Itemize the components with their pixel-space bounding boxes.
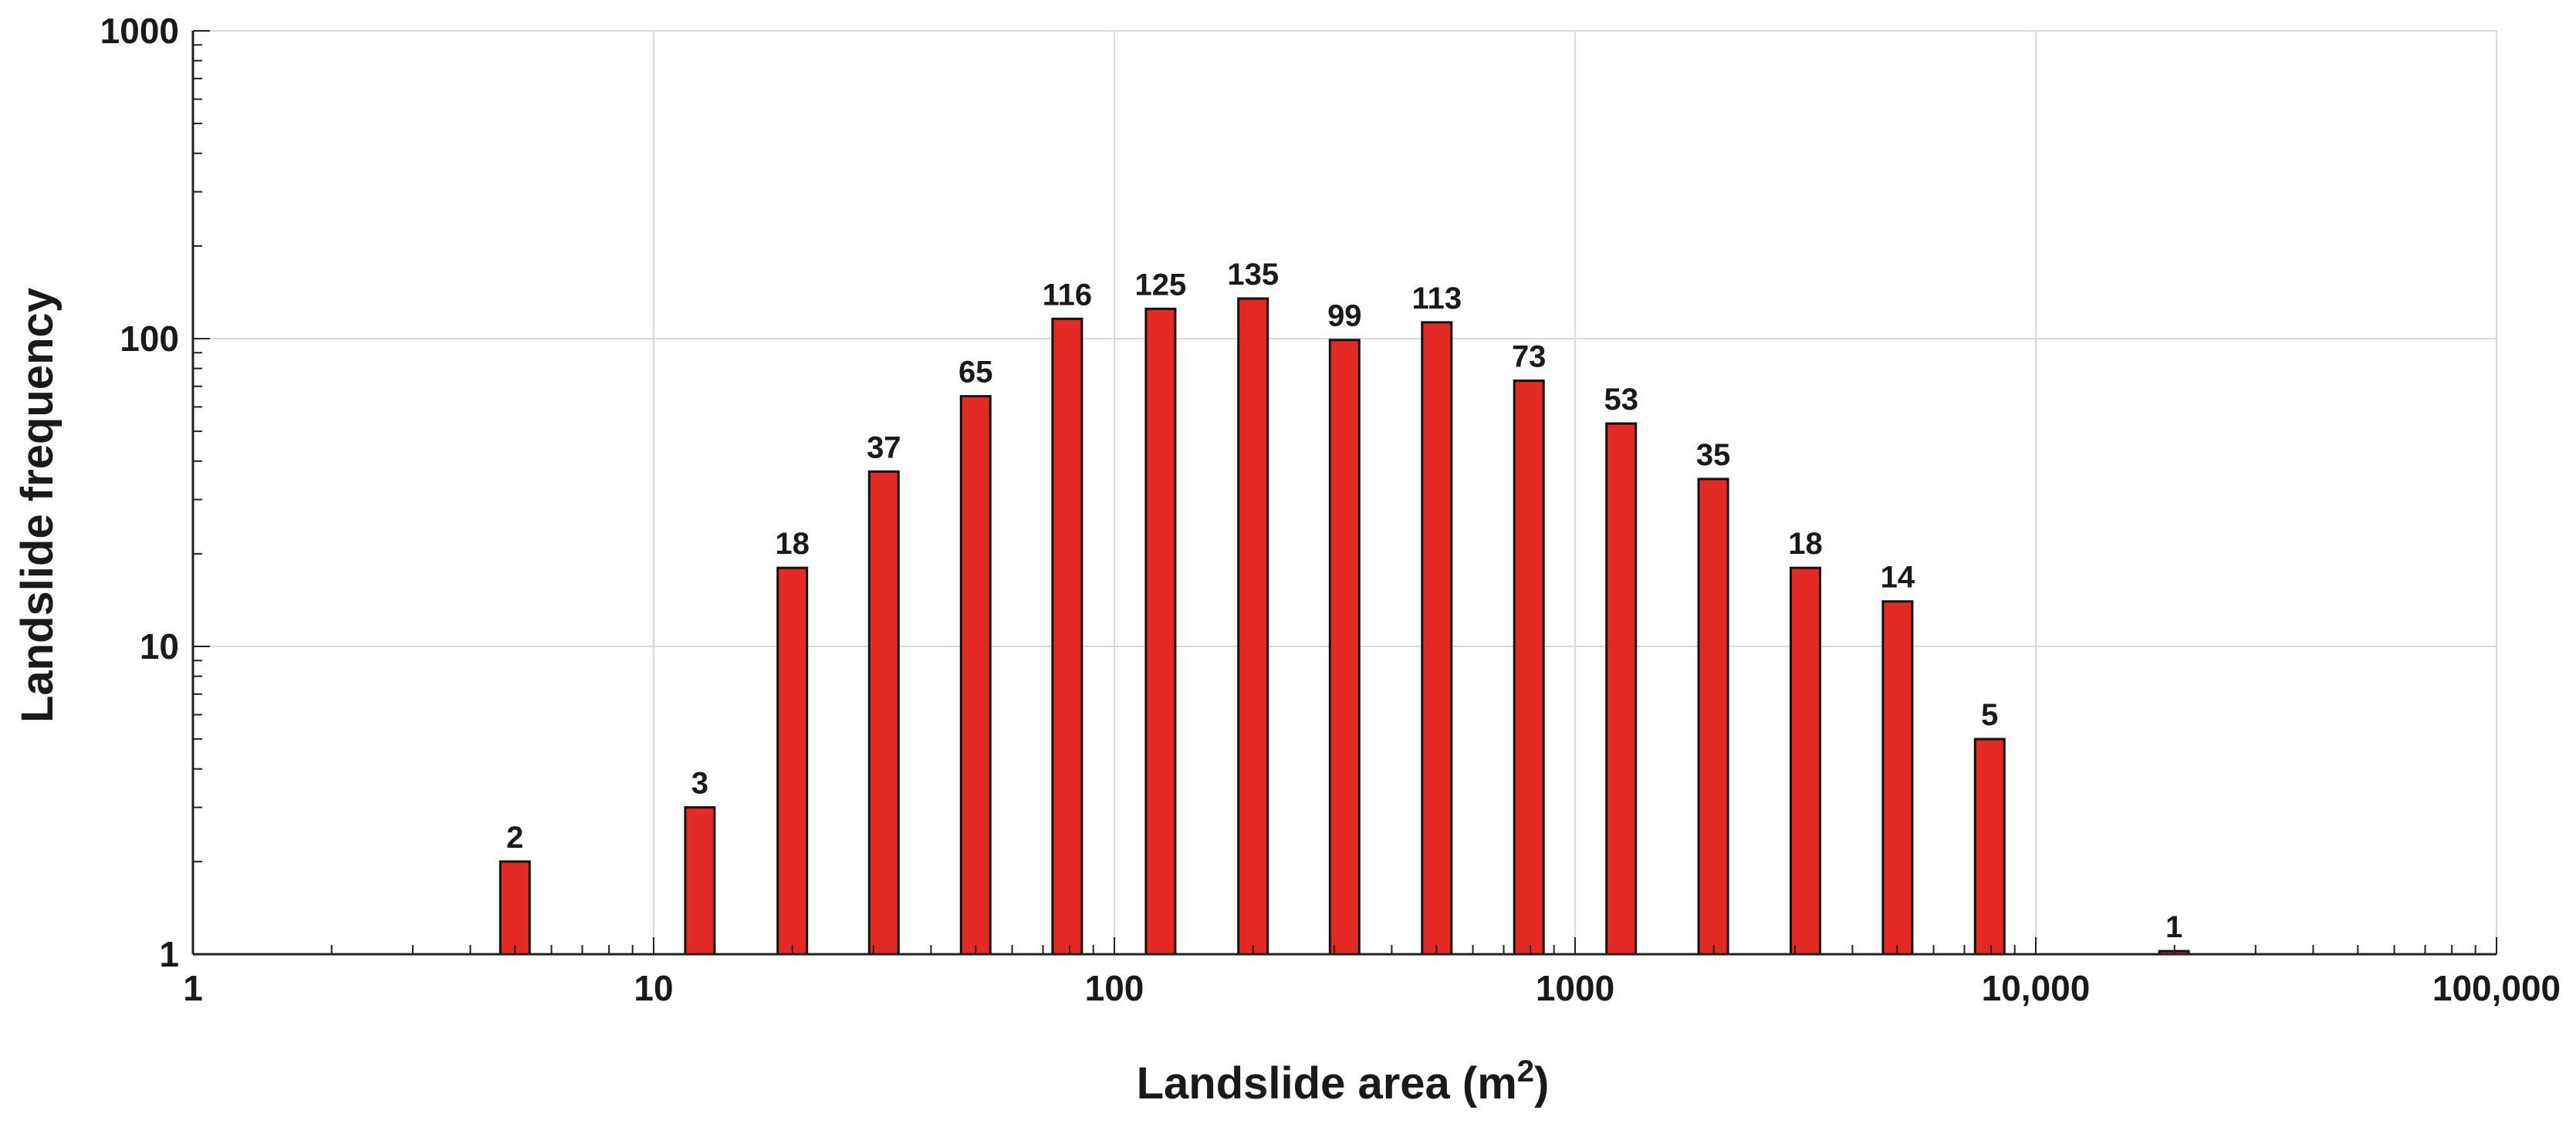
x-tick-label: 100 (1085, 968, 1144, 1008)
bars (499, 297, 2190, 956)
bar-value-label: 35 (1696, 438, 1731, 472)
bar-value-label: 125 (1135, 268, 1187, 302)
bar-value-label: 99 (1327, 299, 1362, 333)
bar (867, 470, 900, 956)
y-tick-label: 1 (159, 934, 179, 974)
x-tick-label: 10 (634, 968, 673, 1008)
bar-value-label: 65 (958, 356, 993, 390)
bar-value-label: 135 (1227, 258, 1279, 292)
x-tick-label: 1000 (1536, 968, 1614, 1008)
bar (1697, 477, 1729, 956)
bar-value-label: 2 (506, 821, 523, 855)
bar (959, 395, 992, 956)
tick-labels: 1 10 100 1000 10,000 100,000 1 10 100 1000 (100, 11, 2561, 1008)
bar (1328, 339, 1361, 956)
bar (684, 806, 716, 956)
y-tick-label: 10 (140, 626, 179, 666)
bar (1881, 600, 1914, 956)
bar (1605, 422, 1638, 956)
x-axis-title-close: ) (1534, 1058, 1549, 1108)
bar-value-label: 18 (1788, 527, 1823, 561)
bar (776, 566, 809, 956)
bar-value-label: 14 (1881, 561, 1915, 595)
bar-value-label: 73 (1512, 340, 1547, 374)
bar (1513, 380, 1545, 956)
x-tick-label: 10,000 (1982, 968, 2091, 1008)
bar-value-label: 53 (1604, 383, 1638, 417)
bar (1973, 737, 2006, 956)
bar-value-label: 1 (2165, 910, 2182, 944)
bar (1237, 297, 1269, 956)
bar-labels: 2 3 18 37 65 116 125 135 99 113 73 53 35 18 14 5 1 (506, 258, 2182, 944)
bar (1421, 321, 1453, 956)
y-tick-label: 1000 (100, 11, 179, 51)
x-tick-label: 1 (183, 968, 203, 1008)
bar-value-label: 18 (775, 527, 810, 561)
axes (191, 30, 2497, 956)
bar-value-label: 37 (867, 430, 901, 464)
bar-value-label: 3 (691, 767, 708, 801)
y-axis-title: Landslide frequency (12, 288, 63, 723)
bar-value-label: 116 (1043, 278, 1093, 312)
x-axis-title-superscript: 2 (1517, 1054, 1534, 1088)
bar (1144, 307, 1177, 956)
bar (1051, 317, 1083, 956)
x-tick-label: 100,000 (2432, 968, 2561, 1008)
y-tick-label: 100 (120, 319, 179, 359)
x-axis-title-main: Landslide area (m (1137, 1058, 1517, 1108)
bar (499, 860, 531, 956)
x-axis-title: Landslide area (m2) (1137, 1054, 1550, 1108)
bar-value-label: 5 (1981, 698, 1998, 732)
bar (1789, 566, 1821, 956)
bar-value-label: 113 (1412, 282, 1462, 315)
